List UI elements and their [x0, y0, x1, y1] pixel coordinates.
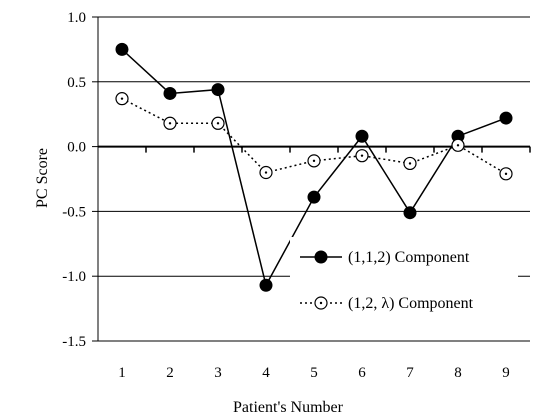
series-2-point-dot — [360, 154, 364, 157]
y-axis-ticks: 1.0 0.5 0.0 -0.5 -1.0 -1.5 — [62, 10, 98, 350]
legend-marker-series-2-dot — [319, 301, 323, 305]
x-tick-label: 5 — [310, 365, 318, 381]
series-1-point — [499, 111, 513, 125]
x-tick-label: 4 — [262, 365, 270, 381]
legend-box — [290, 237, 518, 321]
series-1-point — [403, 206, 417, 220]
legend-label-series-1: (1,1,2) Component — [348, 249, 470, 266]
y-tick-label: 0.0 — [67, 140, 86, 156]
series-1-point — [163, 86, 177, 100]
legend-label-series-2: (1,2, λ) Component — [348, 295, 474, 312]
series-1-point — [307, 190, 321, 204]
y-tick-label: 0.5 — [67, 75, 86, 91]
y-tick-label: -1.0 — [62, 269, 86, 285]
series-2 — [115, 92, 513, 181]
series-2-point-dot — [216, 122, 220, 125]
series-2-point-dot — [504, 172, 508, 176]
series-1-point — [115, 42, 129, 56]
legend: (1,1,2) Component (1,2, λ) Component — [290, 237, 518, 321]
series-2-point-dot — [312, 159, 316, 163]
series-2-point-dot — [408, 162, 412, 165]
x-tick-label: 7 — [406, 365, 414, 381]
y-axis-title: PC Score — [34, 148, 51, 208]
series-2-point-dot — [456, 144, 460, 147]
series-group — [115, 42, 513, 292]
y-tick-label: -0.5 — [62, 204, 86, 220]
series-2-point-dot — [264, 171, 268, 174]
series-1-point — [259, 278, 273, 292]
legend-marker-series-1 — [314, 250, 328, 264]
series-1 — [115, 42, 513, 292]
series-2-point-dot — [120, 97, 124, 100]
x-axis-title: Patient's Number — [233, 399, 344, 416]
x-tick-label: 1 — [118, 365, 126, 381]
x-tick-label: 3 — [214, 365, 222, 381]
x-tick-label: 6 — [358, 365, 366, 381]
x-tick-label: 8 — [454, 365, 462, 381]
x-axis-ticks: 1 2 3 4 5 6 7 8 9 — [118, 146, 531, 381]
x-tick-label: 9 — [502, 365, 510, 381]
y-tick-label: -1.5 — [62, 334, 86, 350]
series-1-point — [211, 83, 225, 97]
series-2-point-dot — [168, 122, 172, 125]
x-tick-label: 2 — [166, 365, 174, 381]
y-tick-label: 1.0 — [67, 10, 86, 26]
series-1-point — [355, 129, 369, 143]
